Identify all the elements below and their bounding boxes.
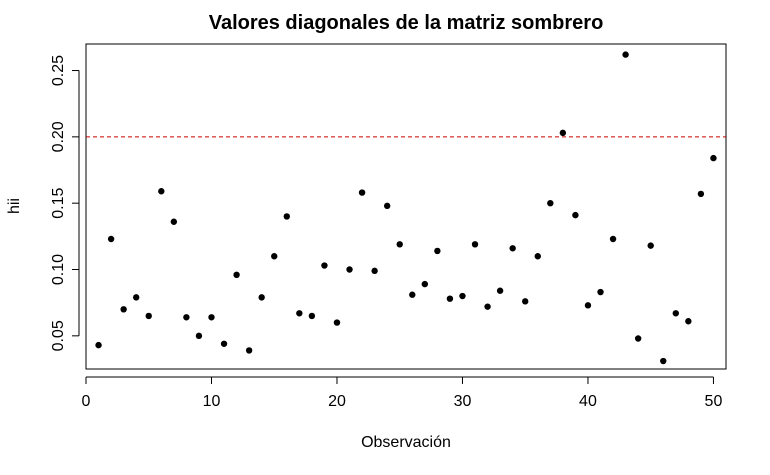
data-point (409, 291, 416, 298)
data-point (145, 312, 152, 320)
data-point (584, 302, 592, 309)
data-point (358, 189, 366, 196)
data-point (496, 287, 504, 294)
data-point (471, 241, 479, 248)
y-tick-label: 0.15 (50, 188, 67, 219)
plot-area-frame (85, 43, 727, 370)
data-point (296, 310, 303, 317)
points-layer (95, 51, 717, 365)
data-point (685, 318, 692, 325)
y-axis-label: hii (6, 198, 23, 214)
y-tick-label: 0.05 (50, 320, 67, 351)
data-point (559, 129, 567, 137)
data-point (233, 271, 240, 279)
data-point (660, 357, 667, 365)
data-point (258, 294, 265, 301)
data-point (547, 199, 554, 207)
data-point (672, 310, 680, 317)
data-point (597, 288, 604, 296)
data-point (522, 298, 529, 305)
data-point (95, 341, 102, 349)
chart-title: Valores diagonales de la matriz sombrero (209, 12, 604, 34)
data-point (220, 340, 228, 347)
data-point (484, 303, 491, 310)
data-point (283, 213, 290, 220)
data-point (396, 241, 403, 248)
data-point (132, 294, 140, 301)
data-point (434, 247, 441, 255)
data-point (321, 262, 328, 269)
data-point (609, 235, 617, 243)
y-axis: 0.05 0.10 0.15 0.20 0.25 (50, 55, 80, 351)
x-axis: 0 10 20 30 40 50 (82, 376, 723, 410)
x-tick-label: 40 (579, 393, 597, 410)
data-point (572, 211, 579, 219)
x-tick-label: 10 (203, 393, 221, 410)
data-point (371, 267, 378, 275)
data-point (509, 245, 516, 252)
x-tick-label: 50 (705, 393, 723, 410)
data-point (183, 314, 190, 321)
y-tick-label: 0.10 (50, 254, 67, 285)
data-point (170, 218, 178, 225)
x-tick-label: 20 (328, 393, 346, 410)
data-point (534, 253, 541, 260)
data-point (622, 51, 629, 58)
data-point (446, 295, 454, 302)
data-point (271, 253, 278, 260)
data-point (208, 314, 215, 321)
data-point (421, 280, 429, 288)
data-point (459, 292, 466, 300)
data-point (308, 312, 316, 320)
data-point (120, 306, 127, 313)
data-point (158, 188, 165, 195)
data-point (634, 335, 642, 342)
y-tick-label: 0.25 (50, 55, 67, 86)
data-point (107, 235, 115, 243)
data-point (697, 190, 705, 198)
data-point (346, 266, 353, 273)
data-point (647, 242, 654, 249)
data-point (245, 347, 253, 354)
data-point (333, 319, 341, 326)
x-axis-label: Observación (361, 434, 451, 451)
data-point (383, 202, 391, 210)
data-point (710, 154, 717, 162)
y-tick-label: 0.20 (50, 121, 67, 152)
x-tick-label: 30 (454, 393, 472, 410)
data-point (195, 332, 203, 340)
x-tick-label: 0 (82, 393, 91, 410)
